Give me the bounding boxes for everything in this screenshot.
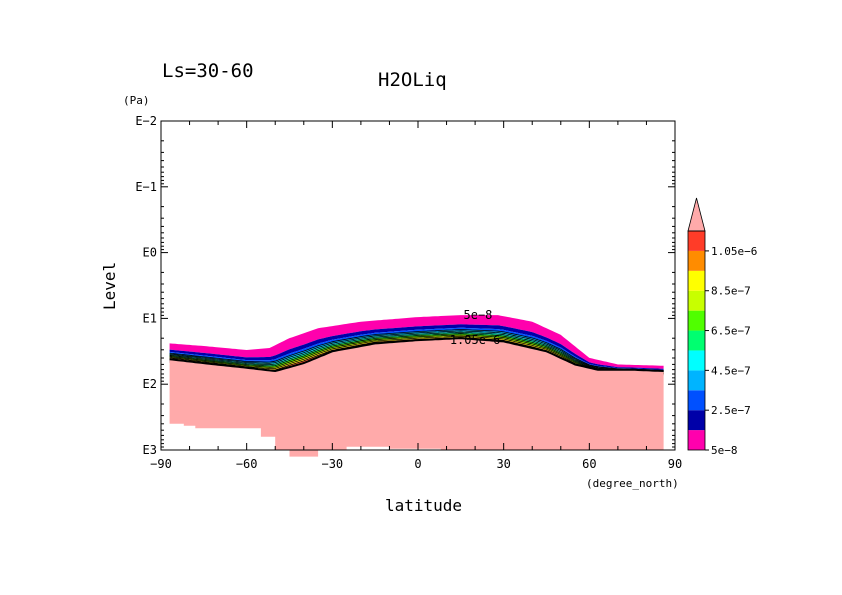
contour-line-4 bbox=[169, 334, 664, 373]
colorbar-swatch bbox=[688, 390, 705, 411]
x-axis-label: latitude bbox=[385, 496, 462, 515]
y-tick-label: E3 bbox=[143, 443, 157, 457]
cloud-band-0 bbox=[169, 315, 664, 369]
colorbar-over-triangle bbox=[687, 197, 706, 232]
colorbar-swatch bbox=[688, 350, 705, 371]
y-axis-units: (Pa) bbox=[123, 94, 150, 107]
colorbar-swatch bbox=[688, 270, 705, 291]
contour-label: 5e−8 bbox=[464, 308, 493, 322]
x-axis-ticks: −90 −60 −30 0 30 60 90 bbox=[150, 121, 682, 471]
colorbar-swatch bbox=[688, 410, 705, 431]
contour-fields bbox=[169, 315, 664, 457]
colorbar-label: 8.5e−7 bbox=[711, 285, 751, 298]
colorbar-label: 4.5e−7 bbox=[711, 364, 751, 377]
y-tick-label: E−1 bbox=[135, 180, 157, 194]
y-tick-label: E1 bbox=[143, 311, 157, 325]
colorbar-label: 5e−8 bbox=[711, 444, 738, 457]
x-tick-label: 90 bbox=[668, 457, 682, 471]
x-tick-label: 60 bbox=[582, 457, 596, 471]
colorbar: 5e−8 2.5e−7 4.5e−7 6.5e−7 8.5e−7 1.05e−6 bbox=[687, 197, 757, 457]
contour-line-0 bbox=[169, 329, 664, 371]
contour-line-3 bbox=[169, 333, 664, 373]
colorbar-label: 2.5e−7 bbox=[711, 404, 751, 417]
x-tick-label: −90 bbox=[150, 457, 172, 471]
contour-line-2 bbox=[169, 331, 664, 372]
contour-label: 1.05e−6 bbox=[450, 333, 501, 347]
surface-mask bbox=[169, 338, 664, 457]
y-tick-label: E2 bbox=[143, 377, 157, 391]
x-tick-label: −60 bbox=[236, 457, 258, 471]
x-tick-label: 30 bbox=[496, 457, 510, 471]
colorbar-swatch bbox=[688, 370, 705, 391]
season-label: Ls=30-60 bbox=[162, 60, 254, 82]
colorbar-swatch bbox=[688, 290, 705, 311]
colorbar-label: 1.05e−6 bbox=[711, 245, 757, 258]
chart-title: H2OLiq bbox=[378, 69, 447, 91]
contour-labels: 5e−8 1.05e−6 bbox=[450, 308, 501, 347]
y-tick-label: E0 bbox=[143, 246, 157, 260]
contour-line-1 bbox=[169, 330, 664, 372]
x-tick-label: −30 bbox=[321, 457, 343, 471]
colorbar-border bbox=[687, 230, 706, 451]
y-axis-ticks: E−2 E−1 E0 E1 E2 E3 bbox=[135, 114, 675, 457]
colorbar-swatch bbox=[688, 330, 705, 351]
colorbar-swatch bbox=[688, 430, 705, 450]
colorbar-label: 6.5e−7 bbox=[711, 325, 751, 338]
y-axis-label: Level bbox=[100, 262, 119, 310]
colorbar-swatch bbox=[688, 231, 705, 251]
cloud-band-1 bbox=[169, 324, 664, 370]
contour-line-mask-edge bbox=[169, 337, 664, 373]
y-tick-label: E−2 bbox=[135, 114, 157, 128]
x-tick-label: 0 bbox=[414, 457, 421, 471]
x-axis-units: (degree_north) bbox=[586, 477, 679, 490]
colorbar-swatch bbox=[688, 310, 705, 331]
colorbar-swatch bbox=[688, 250, 705, 271]
